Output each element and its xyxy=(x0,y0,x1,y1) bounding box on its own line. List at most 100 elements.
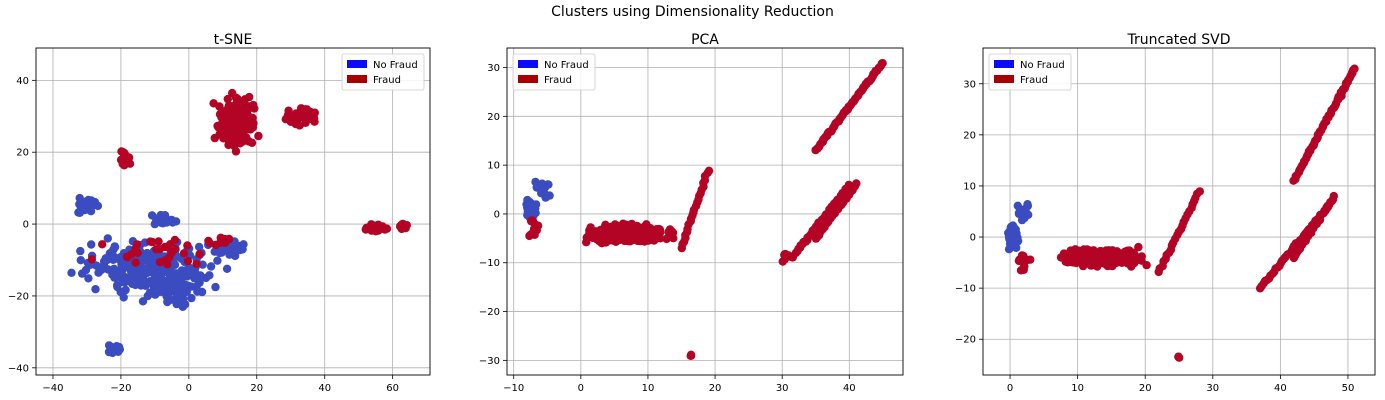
axes-frame xyxy=(982,47,1376,376)
fraud-point xyxy=(588,227,597,237)
fraud-point xyxy=(239,112,249,121)
chart-title: PCA xyxy=(691,32,719,48)
legend-label-fraud: Fraud xyxy=(1020,75,1048,86)
no-fraud-point xyxy=(91,285,100,294)
y-tick-label: 0 xyxy=(23,220,29,231)
fraud-point xyxy=(281,115,290,124)
fraud-point xyxy=(624,232,633,242)
no-fraud-point xyxy=(227,247,236,256)
fraud-point xyxy=(1060,250,1069,259)
fraud-point xyxy=(686,350,696,359)
fraud-point xyxy=(224,101,233,111)
fraud-point xyxy=(231,114,240,124)
legend-swatch-fraud xyxy=(518,75,538,83)
x-tick-label: 20 xyxy=(1139,383,1152,394)
no-fraud-point xyxy=(135,275,145,285)
no-fraud-point xyxy=(222,264,232,273)
no-fraud-point xyxy=(153,284,162,293)
fraud-point xyxy=(160,242,170,252)
no-fraud-point xyxy=(149,251,159,260)
chart-title: t-SNE xyxy=(214,32,253,48)
legend-label-no-fraud: No Fraud xyxy=(373,60,418,71)
y-tick-label: 10 xyxy=(487,161,500,172)
fraud-point xyxy=(224,234,234,244)
x-tick-label: 20 xyxy=(709,383,722,394)
x-tick-label: 20 xyxy=(250,383,263,394)
fraud-point xyxy=(1134,242,1143,252)
fraud-point xyxy=(131,258,140,267)
no-fraud-point xyxy=(528,206,537,215)
fraud-point xyxy=(120,152,129,161)
fraud-point xyxy=(195,249,204,259)
fraud-point xyxy=(609,231,618,241)
chart-panel-3: 0 10 20 30 40 50 −20 −10 0 10 20 30 Truncated SVD No … xyxy=(955,32,1376,394)
fraud-point xyxy=(1350,64,1359,73)
y-tick-label: −20 xyxy=(479,307,500,318)
no-fraud-point xyxy=(198,260,207,269)
x-tick-label: 10 xyxy=(642,383,655,394)
fraud-point xyxy=(238,127,247,136)
fraud-point xyxy=(223,94,232,104)
fraud-point xyxy=(1093,258,1102,268)
fraud-point xyxy=(301,118,310,128)
x-tick-label: −20 xyxy=(110,383,131,394)
fraud-point xyxy=(582,233,591,242)
no-fraud-point xyxy=(81,265,91,275)
no-fraud-point xyxy=(171,217,181,226)
legend-swatch-fraud xyxy=(347,75,367,83)
y-tick-label: −20 xyxy=(8,291,29,302)
chart-panel-2: −10 0 10 20 30 40 −30 −20 −10 0 10 20 30 PCA No Fraud F… xyxy=(479,32,904,394)
fraud-point xyxy=(245,124,254,134)
y-tick-label: 0 xyxy=(494,209,500,220)
y-tick-label: 40 xyxy=(16,76,29,87)
no-fraud-point xyxy=(102,256,112,265)
fraud-point xyxy=(1128,256,1137,265)
fraud-point xyxy=(152,245,161,254)
x-tick-label: 0 xyxy=(186,383,192,394)
no-fraud-point xyxy=(541,190,550,199)
fraud-point xyxy=(240,103,250,112)
no-fraud-point xyxy=(205,271,214,280)
fraud-point xyxy=(238,137,247,146)
y-tick-label: 10 xyxy=(963,181,976,192)
fraud-point xyxy=(217,120,226,129)
y-tick-label: 20 xyxy=(963,130,976,141)
fraud-point xyxy=(231,147,241,156)
legend: No Fraud Fraud xyxy=(341,53,425,91)
no-fraud-point xyxy=(75,193,84,203)
no-fraud-point xyxy=(97,265,106,275)
y-tick-label: −10 xyxy=(955,284,976,295)
fraud-point xyxy=(215,110,225,119)
y-tick-label: 20 xyxy=(16,148,29,159)
scatter-points xyxy=(1004,64,1359,362)
fraud-point xyxy=(1121,253,1131,263)
legend-label-no-fraud: No Fraud xyxy=(544,60,589,71)
legend-swatch-no-fraud xyxy=(994,60,1014,68)
legend: No Fraud Fraud xyxy=(988,53,1072,91)
fraud-point xyxy=(179,249,189,258)
fraud-point xyxy=(293,114,303,123)
fraud-point xyxy=(250,104,259,113)
no-fraud-point xyxy=(1017,215,1027,225)
no-fraud-point xyxy=(76,256,86,265)
legend: No Fraud Fraud xyxy=(512,53,596,91)
fraud-point xyxy=(228,88,237,98)
fraud-point xyxy=(244,137,253,146)
x-tick-label: 40 xyxy=(843,383,856,394)
fraud-point xyxy=(308,114,318,124)
y-tick-label: 30 xyxy=(963,79,976,90)
no-fraud-point xyxy=(142,248,152,258)
fraud-point xyxy=(192,259,201,269)
no-fraud-point xyxy=(75,200,84,209)
fraud-point xyxy=(1105,261,1115,270)
no-fraud-point xyxy=(1023,200,1032,209)
legend-swatch-fraud xyxy=(994,75,1014,83)
y-tick-label: 0 xyxy=(970,233,976,244)
legend-label-fraud: Fraud xyxy=(373,75,401,86)
axes-frame xyxy=(506,47,904,376)
fraud-point xyxy=(216,238,225,247)
fraud-point xyxy=(183,256,193,266)
no-fraud-point xyxy=(1013,201,1022,210)
fraud-point xyxy=(1106,250,1115,259)
